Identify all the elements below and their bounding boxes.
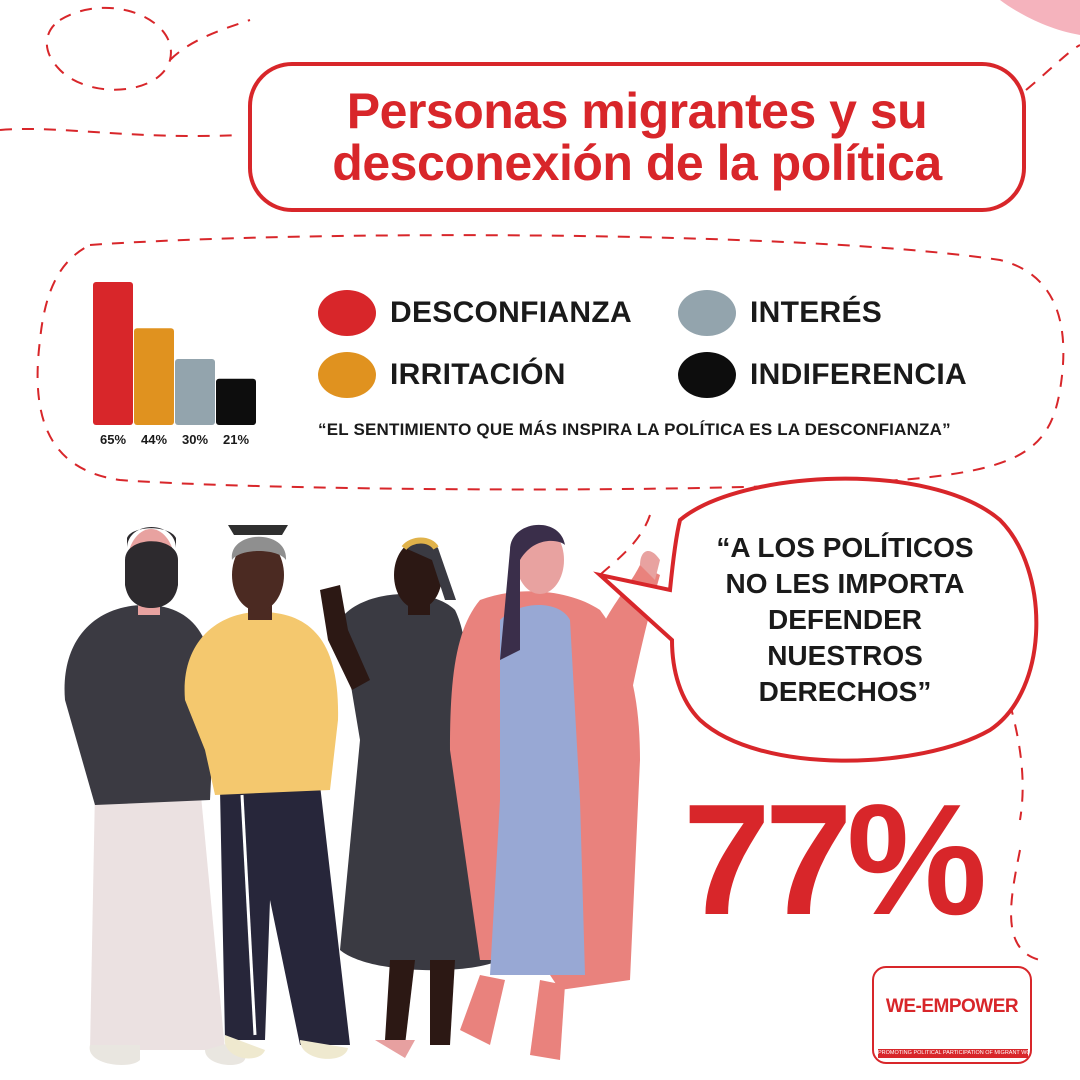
title-box: Personas migrantes y su desconexión de l… [248,62,1026,212]
legend-dot-black [678,352,736,398]
legend-label: INTERÉS [750,296,883,329]
chart-quote: “EL SENTIMIENTO QUE MÁS INSPIRA LA POLÍT… [318,420,951,439]
legend-dot-grey [678,290,736,336]
bar-value-label: 65% [100,432,126,447]
bubble-quote-line: NO LES IMPORTA [725,568,965,599]
legend-dot-orange [318,352,376,398]
page-title-line-1: Personas migrantes y su [346,83,928,139]
legend-label: DESCONFIANZA [390,296,632,329]
bar-indiferencia [216,378,256,425]
logo-name: WE-EMPOWER [885,996,1019,1017]
page-title-line-2: desconexión de la política [332,135,942,191]
big-percentage: 77% [682,772,987,948]
legend-label: IRRITACIÓN [390,358,566,391]
legend-item-interes: INTERÉS [678,290,882,336]
we-empower-logo: WE-EMPOWER PROMOTING POLITICAL PARTICIPA… [872,966,1032,1064]
bar-irritación [134,328,174,425]
bar-value-label: 21% [223,432,249,447]
logo-tagline: PROMOTING POLITICAL PARTICIPATION OF MIG… [878,1049,1028,1058]
legend-item-irritacion: IRRITACIÓN [318,352,566,398]
bar-value-label: 30% [182,432,208,447]
bar-chart: 65% 44% 30% 21% [93,282,256,447]
bubble-quote-line: “A LOS POLÍTICOS [716,532,974,563]
legend-item-desconfianza: DESCONFIANZA [318,290,632,336]
speech-bubble [593,476,1039,763]
bubble-quote-line: DEFENDER NUESTROS [767,604,923,671]
bubble-quote-line: DERECHOS” [758,676,932,707]
bar-interés [175,359,215,425]
bar-desconfianza [93,282,133,425]
bar-value-label: 44% [141,432,167,447]
legend-label: INDIFERENCIA [750,358,967,391]
person-pink-coat [450,524,660,1060]
legend-dot-red [318,290,376,336]
legend-item-indiferencia: INDIFERENCIA [678,352,967,398]
person-bearded-man [64,527,246,1066]
person-yellow-sweater [184,525,350,1059]
corner-shape [1000,0,1080,35]
bubble-quote: “A LOS POLÍTICOS NO LES IMPORTA DEFENDER… [690,530,1000,710]
